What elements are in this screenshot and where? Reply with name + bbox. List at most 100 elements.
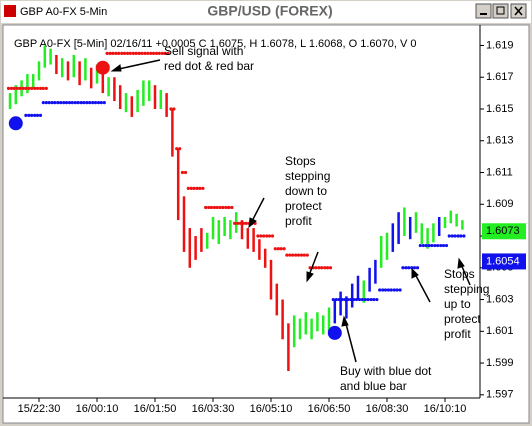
stop-dot <box>386 288 391 292</box>
y-tick-label: 1.613 <box>486 135 514 147</box>
annotation-text: Sell signal with <box>164 44 243 58</box>
annotation-text: stepping <box>444 282 489 296</box>
stop-dot <box>175 147 179 151</box>
annotation-text: profit <box>444 327 471 341</box>
y-tick-label: 1.601 <box>486 325 514 337</box>
stop-dot <box>9 86 14 90</box>
stop-dot <box>224 205 228 210</box>
stop-dot <box>207 205 211 210</box>
stop-dot <box>88 101 92 105</box>
stop-dot <box>204 205 208 210</box>
stop-dot <box>273 247 277 251</box>
stop-dot <box>180 170 185 175</box>
stop-dot <box>178 147 182 151</box>
stop-dot <box>154 51 159 56</box>
stop-dot <box>38 86 43 90</box>
stop-dot <box>331 297 335 302</box>
stop-dot <box>35 113 40 117</box>
stop-dot <box>134 51 138 56</box>
stop-dot <box>392 288 396 292</box>
stop-dot <box>459 234 463 238</box>
stop-dot <box>93 101 98 105</box>
stop-dot <box>265 234 269 238</box>
stop-dot <box>363 297 367 302</box>
stop-dot <box>270 234 275 238</box>
stop-dot <box>131 51 135 56</box>
stop-dot <box>21 86 25 90</box>
stop-dot <box>114 51 118 56</box>
stop-dot <box>279 247 283 251</box>
window-buttons[interactable] <box>475 3 527 19</box>
stop-dot <box>314 266 318 270</box>
stop-dot <box>389 288 393 292</box>
stop-dot <box>415 266 420 270</box>
stop-dot <box>149 51 153 56</box>
stop-dot <box>439 243 443 248</box>
stop-dot <box>410 266 414 270</box>
stop-dot <box>369 297 373 302</box>
app-icon <box>4 5 16 17</box>
stop-dot <box>33 113 37 117</box>
stop-dot <box>62 101 66 105</box>
stop-dot <box>436 243 440 248</box>
stop-dot <box>30 113 34 117</box>
minimize-button[interactable] <box>475 3 492 19</box>
stop-dot <box>401 266 405 270</box>
stop-dot <box>328 266 333 270</box>
annotation-text: down to <box>285 184 327 198</box>
annotation-text: Stops <box>444 267 475 281</box>
stop-dot <box>99 101 103 105</box>
y-tick-label: 1.617 <box>486 71 514 83</box>
maximize-button[interactable] <box>492 3 509 19</box>
stop-dot <box>241 221 246 225</box>
stop-dot <box>56 101 60 105</box>
signal-dot <box>327 325 342 340</box>
stop-dot <box>166 51 170 56</box>
annotation-text: protect <box>444 312 481 326</box>
last-price-box <box>482 223 526 240</box>
x-tick-label: 16/01:50 <box>134 403 177 415</box>
stop-dot <box>186 186 190 190</box>
stop-dot <box>117 51 121 56</box>
stop-dot <box>169 107 173 111</box>
stop-dot <box>85 101 89 105</box>
stop-dot <box>296 253 301 257</box>
stop-dot <box>395 288 399 292</box>
stop-dot <box>462 234 466 238</box>
stop-dot <box>35 86 40 90</box>
stop-dot <box>346 297 350 302</box>
stop-dot <box>323 266 327 270</box>
stop-dot <box>294 253 298 257</box>
stop-dot <box>160 51 164 56</box>
stop-dot <box>236 221 240 225</box>
stop-dot <box>262 234 266 238</box>
signal-dot <box>8 116 23 131</box>
stop-dot <box>381 288 385 292</box>
stop-dot <box>447 234 451 238</box>
stop-dot <box>282 247 286 251</box>
stop-dot <box>357 297 362 302</box>
x-tick-label: 16/06:50 <box>308 403 351 415</box>
stop-dot <box>151 51 156 56</box>
stop-dot <box>317 266 321 270</box>
stop-dot <box>259 234 263 238</box>
stop-dot <box>325 266 330 270</box>
stop-dot <box>53 101 57 105</box>
stop-dot <box>453 234 457 238</box>
title-bar <box>1 1 531 23</box>
stop-dot <box>41 101 45 105</box>
stop-dot <box>244 221 248 225</box>
stop-dot <box>143 51 147 56</box>
stop-dot <box>305 253 309 257</box>
stop-dot <box>47 101 51 105</box>
stop-dot <box>366 297 370 302</box>
stop-dot <box>102 101 106 105</box>
stop-dot <box>288 253 292 257</box>
stop-dot <box>6 86 11 90</box>
stop-dot <box>337 297 341 302</box>
stop-dot <box>450 234 454 238</box>
stop-dot <box>157 51 161 56</box>
y-tick-label: 1.611 <box>486 166 513 178</box>
stop-dot <box>285 253 289 257</box>
